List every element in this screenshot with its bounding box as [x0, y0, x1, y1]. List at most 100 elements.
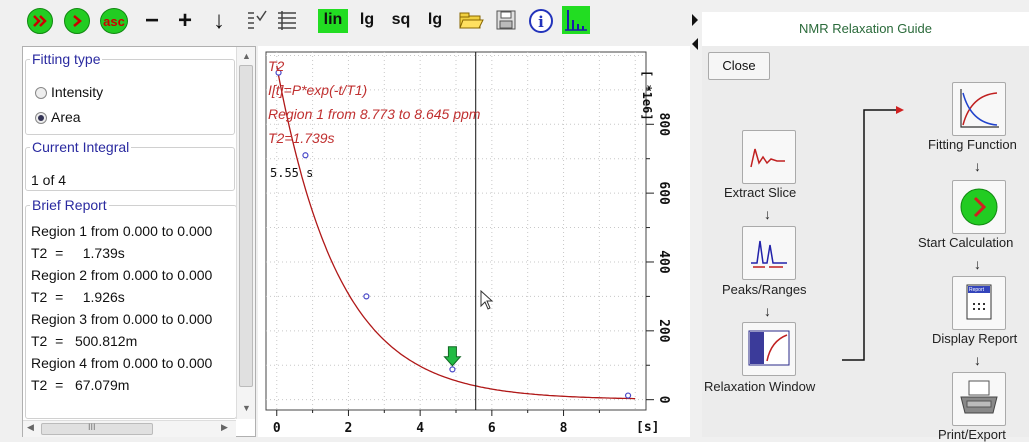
down-arrow-icon: ↓ — [764, 303, 771, 319]
start-calculation-label[interactable]: Start Calculation — [918, 235, 1014, 250]
fast-forward-button[interactable] — [27, 8, 53, 34]
down-arrow-icon: ↓ — [764, 206, 771, 222]
scale-sq-button[interactable]: sq — [391, 11, 411, 28]
report-line: Region 1 from 0.000 to 0.000 — [31, 223, 213, 239]
fitting-type-group: Fitting type — [25, 51, 235, 135]
fitting-function-label[interactable]: Fitting Function — [928, 137, 1017, 152]
x-unit-label: [s] — [636, 420, 660, 435]
printer-icon — [960, 380, 998, 414]
guide-title: NMR Relaxation Guide — [702, 12, 1029, 46]
print-export-label[interactable]: Print/Export — [938, 427, 1006, 442]
current-integral-group: Current Integral — [25, 139, 235, 191]
zoom-out-button[interactable]: − — [144, 7, 159, 34]
svg-text:i: i — [538, 13, 544, 31]
hscroll-thumb[interactable]: III — [41, 422, 153, 435]
print-export-button[interactable] — [952, 372, 1006, 426]
peaks-icon — [751, 240, 787, 268]
area-radio[interactable] — [35, 112, 47, 124]
scale-lg-button[interactable]: lg — [359, 11, 375, 28]
down-arrow-button[interactable]: ↓ — [213, 7, 225, 34]
y-tick-label: 400 — [656, 250, 671, 274]
y-unit-label: [ *1e6] — [640, 70, 654, 121]
left-panel-scrollbar[interactable]: ▲ ▼ — [236, 47, 255, 419]
data-point — [449, 366, 456, 373]
report-line: Region 3 from 0.000 to 0.000 — [31, 311, 213, 327]
fitting-function-button[interactable] — [952, 82, 1006, 136]
down-arrow-icon: ↓ — [974, 256, 981, 272]
report-line: T2 = 1.926s — [31, 289, 125, 305]
relaxation-window-icon — [748, 330, 790, 366]
relaxation-guide-panel: NMR Relaxation Guide Close Extract Slice… — [702, 12, 1029, 442]
plot-result: T2=1.739s — [268, 130, 335, 146]
scroll-left-icon[interactable]: ◀ — [27, 422, 34, 432]
data-point — [275, 69, 282, 76]
x-tick-label: 6 — [488, 421, 496, 436]
y-tick-label: 200 — [656, 319, 671, 343]
area-label[interactable]: Area — [51, 109, 81, 125]
scroll-down-icon[interactable]: ▼ — [242, 403, 251, 413]
start-icon — [960, 188, 998, 226]
peaks-ranges-label[interactable]: Peaks/Ranges — [722, 282, 807, 297]
report-line: Region 2 from 0.000 to 0.000 — [31, 267, 213, 283]
plot-region: Region 1 from 8.773 to 8.645 ppm — [268, 106, 481, 122]
y-tick-label: 600 — [656, 181, 671, 205]
list-check-button[interactable] — [246, 8, 268, 34]
x-tick-label: 8 — [560, 421, 568, 436]
fit-curve — [276, 65, 636, 400]
slice-icon — [750, 148, 785, 168]
peaks-ranges-button[interactable] — [742, 226, 796, 280]
info-icon: i — [529, 9, 553, 33]
extract-slice-button[interactable] — [742, 130, 796, 184]
intensity-label[interactable]: Intensity — [51, 84, 104, 100]
list-check-icon — [248, 10, 267, 29]
start-calculation-button[interactable] — [952, 180, 1006, 234]
current-integral-legend: Current Integral — [32, 139, 130, 155]
relaxation-window-label[interactable]: Relaxation Window — [704, 379, 816, 394]
open-button[interactable] — [458, 8, 484, 34]
down-arrow-icon: ↓ — [974, 352, 981, 368]
spectrum-button[interactable] — [562, 6, 590, 34]
list-button[interactable] — [276, 8, 298, 34]
spectrum-icon — [565, 10, 587, 31]
plot-title: T2 — [268, 58, 285, 74]
report-line: Region 4 from 0.000 to 0.000 — [31, 355, 213, 371]
extract-slice-label[interactable]: Extract Slice — [724, 185, 797, 200]
x-tick-label: 2 — [345, 421, 353, 436]
chevron-right-icon — [73, 15, 82, 27]
left-panel-hscrollbar[interactable]: ◀ III ▶ — [23, 420, 236, 437]
intensity-radio[interactable] — [35, 87, 47, 99]
display-report-button[interactable]: Report — [952, 276, 1006, 330]
guide-body: Close Extract Slice ↓ Peaks/Ranges ↓ Rel… — [702, 46, 1029, 442]
run-button[interactable] — [64, 8, 90, 34]
report-icon — [966, 284, 992, 320]
mouse-pointer-icon — [480, 290, 494, 310]
toolbar: asc − + ↓ lin lg sq lg i — [0, 0, 695, 44]
list-icon — [278, 11, 296, 30]
cursor-readout: 5.55 s — [270, 166, 314, 180]
y-tick-label: 800 — [656, 113, 671, 137]
splitter-handle[interactable] — [690, 12, 700, 52]
left-panel: Fitting type Intensity Area Current Inte… — [22, 46, 256, 437]
zoom-in-button[interactable]: + — [177, 7, 192, 34]
asc-button[interactable]: asc — [100, 8, 128, 34]
data-point — [363, 293, 370, 300]
y-tick-label: 0 — [656, 396, 671, 404]
info-button[interactable]: i — [528, 8, 554, 34]
plot-formula: I[t]=P*exp(-t/T1) — [268, 82, 368, 98]
scroll-right-icon[interactable]: ▶ — [221, 422, 228, 432]
relaxation-window-button[interactable] — [742, 322, 796, 376]
asc-label: asc — [103, 13, 125, 29]
fitting-curve-icon — [960, 89, 999, 128]
save-button[interactable] — [494, 8, 518, 34]
relaxation-chart[interactable]: 0 200 400 600 800 0 2 4 6 8 — [258, 46, 690, 437]
flow-connector — [842, 106, 904, 361]
scale-lin-button[interactable]: lin — [318, 9, 348, 33]
plot-area[interactable]: 0 200 400 600 800 0 2 4 6 8 T2 I[t]=P*exp(-t/T1) … — [258, 46, 690, 437]
scroll-thumb[interactable] — [239, 65, 253, 387]
display-report-label[interactable]: Display Report — [932, 331, 1018, 346]
close-button[interactable]: Close — [708, 52, 770, 80]
scroll-up-icon[interactable]: ▲ — [242, 51, 251, 61]
scale-lg2-button[interactable]: lg — [427, 11, 443, 28]
current-integral-value: 1 of 4 — [31, 172, 67, 188]
folder-icon — [459, 12, 484, 29]
